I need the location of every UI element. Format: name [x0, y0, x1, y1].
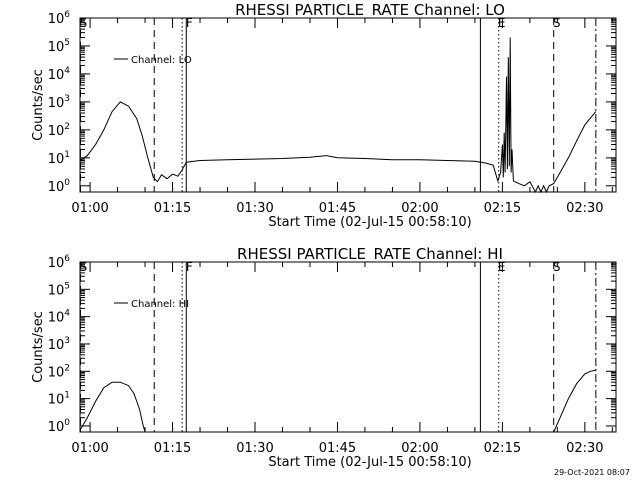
event-marker-label: S	[80, 260, 88, 274]
y-axis-title: Counts/sec	[31, 311, 46, 383]
chart-panel-1: RHESSI PARTICLE_RATE Channel: HI 01:00 01:…	[31, 245, 617, 470]
series-line	[79, 369, 596, 433]
y-tick-label: 100	[48, 418, 71, 435]
x-tick-label: 01:30	[236, 441, 273, 456]
chart-panel-0: RHESSI PARTICLE_RATE Channel: LO 01:00 01:…	[31, 1, 617, 230]
event-marker-label: S	[553, 260, 561, 274]
plot-frame	[79, 17, 617, 193]
y-tick-label: 104	[48, 309, 71, 326]
x-tick-label: 02:30	[566, 441, 603, 456]
event-marker-label: F	[186, 260, 193, 274]
x-tick-label: 01:45	[319, 201, 356, 216]
y-tick-label: 103	[48, 336, 70, 353]
y-tick-label: 102	[48, 363, 70, 380]
x-tick-label: 02:00	[401, 441, 438, 456]
event-marker-label: E	[498, 260, 506, 274]
y-tick-label: 105	[48, 38, 70, 55]
event-marker-label: E	[498, 16, 506, 30]
y-tick-label: 100	[48, 178, 71, 195]
event-marker-label: S	[80, 16, 88, 30]
x-tick-label: 01:00	[71, 441, 108, 456]
chart-title: RHESSI PARTICLE_RATE Channel: HI	[237, 245, 503, 264]
y-tick-label: 101	[48, 391, 70, 408]
y-tick-label: 106	[48, 10, 71, 27]
chart-title: RHESSI PARTICLE_RATE Channel: LO	[235, 1, 505, 20]
x-axis-title: Start Time (02-Jul-15 00:58:10)	[268, 215, 471, 230]
y-tick-label: 103	[48, 94, 70, 111]
x-tick-label: 01:15	[154, 441, 191, 456]
x-tick-label: 01:30	[236, 201, 273, 216]
x-tick-label: 02:15	[484, 441, 521, 456]
plot-timestamp: 29-Oct-2021 08:07	[554, 468, 630, 477]
event-marker-label: S	[553, 16, 561, 30]
y-tick-label: 101	[48, 150, 70, 167]
y-tick-label: 105	[48, 281, 70, 298]
plot-frame	[79, 261, 617, 433]
series-line	[79, 37, 597, 194]
legend-label: Channel: LO	[131, 55, 192, 66]
x-tick-label: 02:00	[401, 201, 438, 216]
x-tick-label: 01:00	[71, 201, 108, 216]
x-tick-label: 02:15	[484, 201, 521, 216]
y-tick-label: 106	[48, 254, 71, 271]
event-marker-label: F	[186, 16, 193, 30]
x-tick-label: 02:30	[566, 201, 603, 216]
legend-label: Channel: HI	[131, 299, 189, 310]
x-tick-label: 01:15	[154, 201, 191, 216]
x-axis-title: Start Time (02-Jul-15 00:58:10)	[268, 455, 471, 470]
y-tick-label: 102	[48, 122, 70, 139]
x-tick-label: 01:45	[319, 441, 356, 456]
y-tick-label: 104	[48, 66, 71, 83]
y-axis-title: Counts/sec	[31, 69, 46, 141]
